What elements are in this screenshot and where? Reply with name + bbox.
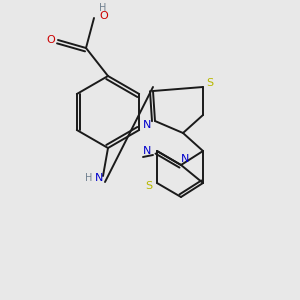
Text: O: O: [99, 11, 108, 21]
Text: N: N: [143, 120, 151, 130]
Text: N: N: [95, 173, 103, 183]
Text: H: H: [85, 173, 93, 183]
Text: N: N: [181, 154, 189, 164]
Text: H: H: [99, 3, 106, 13]
Text: S: S: [146, 181, 153, 191]
Text: O: O: [46, 35, 56, 45]
Text: N: N: [143, 146, 151, 156]
Text: S: S: [206, 78, 214, 88]
